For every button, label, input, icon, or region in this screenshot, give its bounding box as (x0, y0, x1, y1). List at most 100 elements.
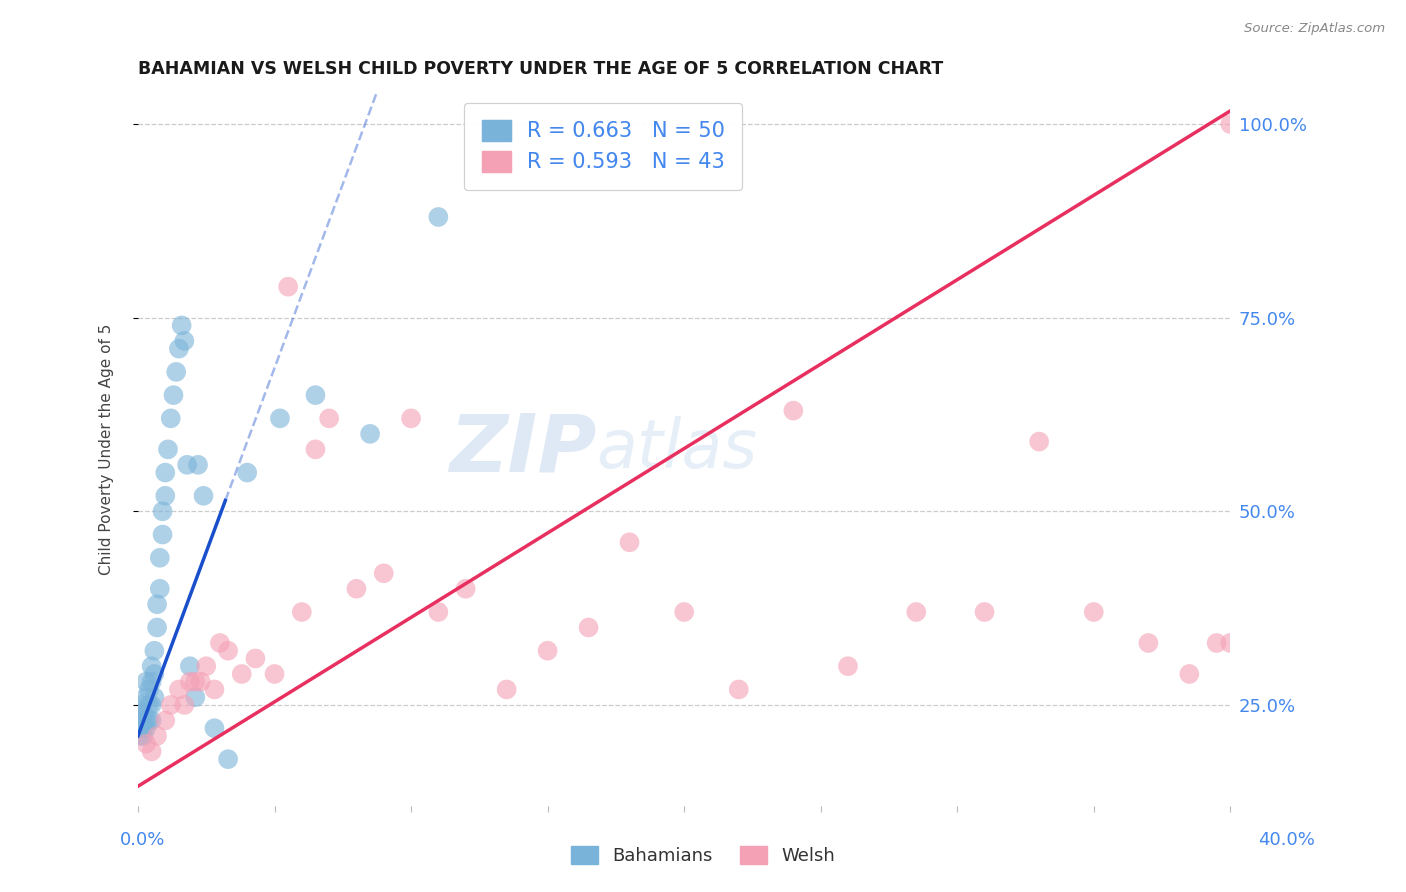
Point (427, 210, 450, 224)
Point (204, 721, 226, 735)
Point (135, 690, 157, 705)
Point (146, 597, 169, 611)
Point (204, 682, 226, 697)
Point (195, 659, 218, 673)
Point (152, 527, 174, 541)
Point (173, 698, 195, 712)
Point (141, 659, 163, 673)
Point (129, 714, 152, 728)
Point (304, 442, 326, 457)
Text: ZIP: ZIP (450, 410, 596, 488)
Point (1178, 667, 1201, 681)
Point (727, 682, 749, 697)
Point (149, 550, 172, 565)
Text: Source: ZipAtlas.com: Source: ZipAtlas.com (1244, 22, 1385, 36)
Text: atlas: atlas (596, 417, 758, 483)
Point (135, 714, 157, 728)
Point (1205, 636, 1227, 650)
Point (135, 721, 157, 735)
Point (1028, 434, 1050, 449)
Point (152, 504, 174, 518)
Point (156, 442, 179, 457)
Point (149, 582, 172, 596)
Point (167, 342, 190, 356)
Point (193, 489, 215, 503)
Point (673, 605, 696, 619)
Point (135, 737, 157, 751)
Legend: R = 0.663   N = 50, R = 0.593   N = 43: R = 0.663 N = 50, R = 0.593 N = 43 (464, 103, 742, 190)
Point (132, 706, 155, 720)
Point (143, 667, 166, 681)
Point (165, 365, 187, 379)
Point (1219, 636, 1241, 650)
Point (973, 605, 995, 619)
Point (129, 721, 152, 735)
Point (143, 690, 166, 705)
Point (217, 644, 239, 658)
Point (905, 605, 928, 619)
Point (138, 714, 160, 728)
Point (132, 729, 155, 743)
Point (1219, 117, 1241, 131)
Point (170, 318, 193, 333)
Point (619, 535, 641, 549)
Point (138, 698, 160, 712)
Point (132, 714, 155, 728)
Point (135, 674, 157, 689)
Point (146, 620, 169, 634)
Text: 40.0%: 40.0% (1258, 831, 1315, 849)
Text: 0.0%: 0.0% (120, 831, 165, 849)
Point (141, 674, 163, 689)
Point (141, 714, 163, 728)
Point (179, 659, 201, 673)
Point (176, 458, 198, 472)
Point (291, 605, 314, 619)
Point (427, 605, 450, 619)
Point (129, 729, 152, 743)
Point (179, 674, 201, 689)
Point (129, 706, 152, 720)
Point (304, 388, 326, 402)
Point (578, 620, 600, 634)
Point (346, 582, 368, 596)
Point (129, 698, 152, 712)
Point (1083, 605, 1105, 619)
Point (245, 651, 267, 665)
Point (495, 682, 517, 697)
Point (454, 582, 477, 596)
Point (269, 411, 291, 425)
Text: BAHAMIAN VS WELSH CHILD POVERTY UNDER THE AGE OF 5 CORRELATION CHART: BAHAMIAN VS WELSH CHILD POVERTY UNDER TH… (138, 60, 943, 78)
Point (155, 489, 177, 503)
Point (399, 411, 422, 425)
Point (155, 466, 177, 480)
Point (277, 279, 299, 293)
Point (837, 659, 859, 673)
Point (373, 566, 395, 581)
Point (138, 682, 160, 697)
Point (141, 698, 163, 712)
Point (162, 388, 184, 402)
Point (217, 752, 239, 766)
Point (159, 698, 181, 712)
Point (263, 667, 285, 681)
Point (236, 466, 259, 480)
Point (359, 426, 381, 441)
Point (190, 674, 212, 689)
Point (187, 458, 209, 472)
Legend: Bahamians, Welsh: Bahamians, Welsh (564, 838, 842, 872)
Point (184, 674, 207, 689)
Point (782, 403, 804, 417)
Point (155, 714, 177, 728)
Point (146, 729, 169, 743)
Point (141, 744, 163, 758)
Point (143, 644, 166, 658)
Point (536, 644, 558, 658)
Point (167, 682, 190, 697)
Point (159, 411, 181, 425)
Point (132, 721, 155, 735)
Point (1137, 636, 1160, 650)
Point (184, 690, 207, 705)
Point (231, 667, 253, 681)
Point (173, 334, 195, 348)
Y-axis label: Child Poverty Under the Age of 5: Child Poverty Under the Age of 5 (100, 324, 114, 575)
